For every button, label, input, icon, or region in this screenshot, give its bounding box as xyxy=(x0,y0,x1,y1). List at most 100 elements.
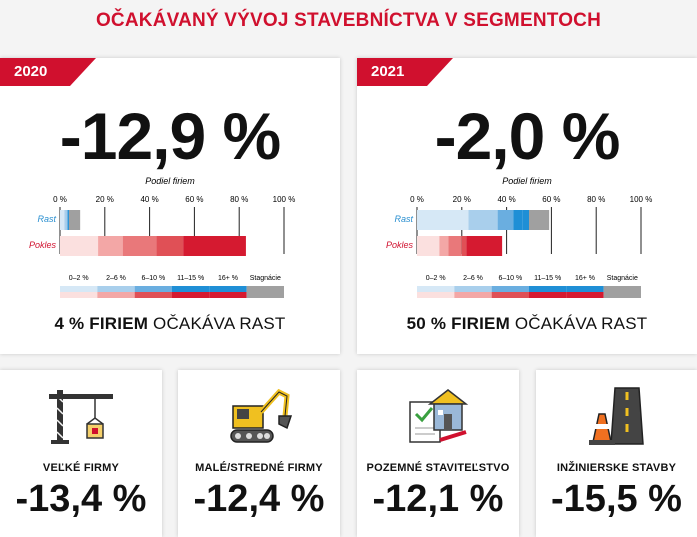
legend-swatch xyxy=(491,292,529,298)
bar-segment xyxy=(513,210,523,230)
bar-segment xyxy=(497,210,514,230)
legend-swatch xyxy=(246,292,284,298)
legend-label: 16+ % xyxy=(218,275,238,282)
footer-text: 50 % FIRIEM OČAKÁVA RAST xyxy=(357,314,697,334)
legend-label: 6–10 % xyxy=(141,275,165,282)
headline-value: -2,0 % xyxy=(434,99,621,173)
bar-segment xyxy=(417,210,469,230)
segment-card-large: VEĽKÉ FIRMY -13,4 % xyxy=(0,370,162,537)
segment-label: MALÉ/STREDNÉ FIRMY xyxy=(195,462,323,474)
bar-segment xyxy=(183,236,246,256)
category-label: Pokles xyxy=(29,240,57,250)
legend-swatch xyxy=(454,286,492,292)
year-tab: 2020 xyxy=(0,58,96,86)
segment-card-civil: INŽINIERSKE STAVBY -15,5 % xyxy=(536,370,697,537)
legend-swatch xyxy=(529,292,567,298)
segment-value: -15,5 % xyxy=(551,478,682,520)
card-2020: 2020 -12,9 % Podiel firiem 0 % 20 % 40 % 60 … xyxy=(0,58,340,354)
axis-title: Podiel firiem xyxy=(145,176,195,186)
bar-segment xyxy=(64,210,67,230)
legend-label: 16+ % xyxy=(575,275,595,282)
legend-label: 0–2 % xyxy=(426,275,446,282)
legend-label: 2–6 % xyxy=(463,275,483,282)
category-label: Pokles xyxy=(386,240,414,250)
bar-segment xyxy=(529,210,550,230)
legend-label: 0–2 % xyxy=(69,275,89,282)
legend-swatch xyxy=(454,292,492,298)
legend-swatch xyxy=(209,292,247,298)
legend-swatch xyxy=(60,286,98,292)
year-label: 2021 xyxy=(371,63,405,80)
legend-swatch xyxy=(172,286,210,292)
bar-segment xyxy=(60,236,99,256)
segment-label: VEĽKÉ FIRMY xyxy=(42,462,120,474)
bar-chart-2020: Podiel firiem 0 % 20 % 40 % 60 % 80 % 100 % Ras… xyxy=(29,176,296,298)
tick-label: 20 % xyxy=(453,195,471,204)
tick-label: 40 % xyxy=(140,195,158,204)
excavator-icon xyxy=(230,388,293,443)
legend-label: 11–15 % xyxy=(534,275,561,282)
legend-label: 11–15 % xyxy=(177,275,204,282)
bar-segment xyxy=(98,236,123,256)
bar-segment xyxy=(461,236,467,256)
legend-label: Stagnácie xyxy=(607,275,638,282)
tick-label: 0 % xyxy=(53,195,67,204)
segment-label: INŽINIERSKE STAVBY xyxy=(556,462,677,474)
segment-card-small-medium: MALÉ/STREDNÉ FIRMY -12,4 % xyxy=(178,370,340,537)
footer-rest: OČAKÁVA RAST xyxy=(509,314,648,333)
legend-swatch xyxy=(603,286,641,292)
footer-text: 4 % FIRIEM OČAKÁVA RAST xyxy=(0,314,340,334)
tick-label: 100 % xyxy=(273,195,296,204)
tick-label: 40 % xyxy=(497,195,515,204)
bar-segment xyxy=(466,236,503,256)
bar-segment xyxy=(448,236,462,256)
legend-label: 6–10 % xyxy=(498,275,522,282)
segment-value: -13,4 % xyxy=(15,478,147,520)
legend-swatch xyxy=(60,292,98,298)
bar-chart-2021: Podiel firiem 0 % 20 % 40 % 60 % 80 % 100 % Ras… xyxy=(386,176,653,298)
bar-segment xyxy=(122,236,157,256)
headline-value: -12,9 % xyxy=(59,99,281,173)
tick-label: 20 % xyxy=(96,195,114,204)
bar-segment xyxy=(156,236,184,256)
legend-swatch xyxy=(209,286,247,292)
legend-swatch xyxy=(172,292,210,298)
tick-label: 100 % xyxy=(630,195,653,204)
legend-swatch xyxy=(566,292,604,298)
tick-label: 60 % xyxy=(185,195,203,204)
legend-label: 2–6 % xyxy=(106,275,126,282)
bar-segment xyxy=(68,210,81,230)
bar-segment xyxy=(468,210,498,230)
page-title: OČAKÁVANÝ VÝVOJ STAVEBNÍCTVA V SEGMENTOC… xyxy=(95,10,602,31)
segment-label: POZEMNÉ STAVITEĽSTVO xyxy=(366,462,510,474)
segment-value: -12,1 % xyxy=(372,478,504,520)
tick-label: 60 % xyxy=(542,195,560,204)
tick-label: 0 % xyxy=(410,195,424,204)
bar-segment xyxy=(417,236,440,256)
year-tab: 2021 xyxy=(357,58,453,86)
tick-label: 80 % xyxy=(230,195,248,204)
legend-swatch xyxy=(97,286,135,292)
card-2021: 2021 -2,0 % Podiel firiem 0 % 20 % 40 % 60 %… xyxy=(357,58,697,354)
legend-swatch xyxy=(134,292,172,298)
footer-bold: 50 % FIRIEM xyxy=(406,314,510,333)
legend-swatch xyxy=(603,292,641,298)
legend-swatch xyxy=(417,292,455,298)
axis-title: Podiel firiem xyxy=(502,176,552,186)
tick-label: 80 % xyxy=(587,195,605,204)
segment-card-buildings: POZEMNÉ STAVITEĽSTVO -12,1 % xyxy=(357,370,519,537)
legend-swatch xyxy=(134,286,172,292)
house-blueprint-icon xyxy=(409,389,469,443)
bar-segment xyxy=(66,210,68,230)
legend-swatch xyxy=(97,292,135,298)
bar-segment xyxy=(60,210,65,230)
legend-swatch xyxy=(491,286,529,292)
road-cone-icon xyxy=(588,387,644,445)
bar-segment xyxy=(67,210,69,230)
legend-label: Stagnácie xyxy=(250,275,281,282)
crane-icon xyxy=(49,390,113,444)
legend-swatch xyxy=(417,286,455,292)
legend-swatch xyxy=(246,286,284,292)
footer-rest: OČAKÁVA RAST xyxy=(148,314,286,333)
segment-value: -12,4 % xyxy=(193,478,325,520)
